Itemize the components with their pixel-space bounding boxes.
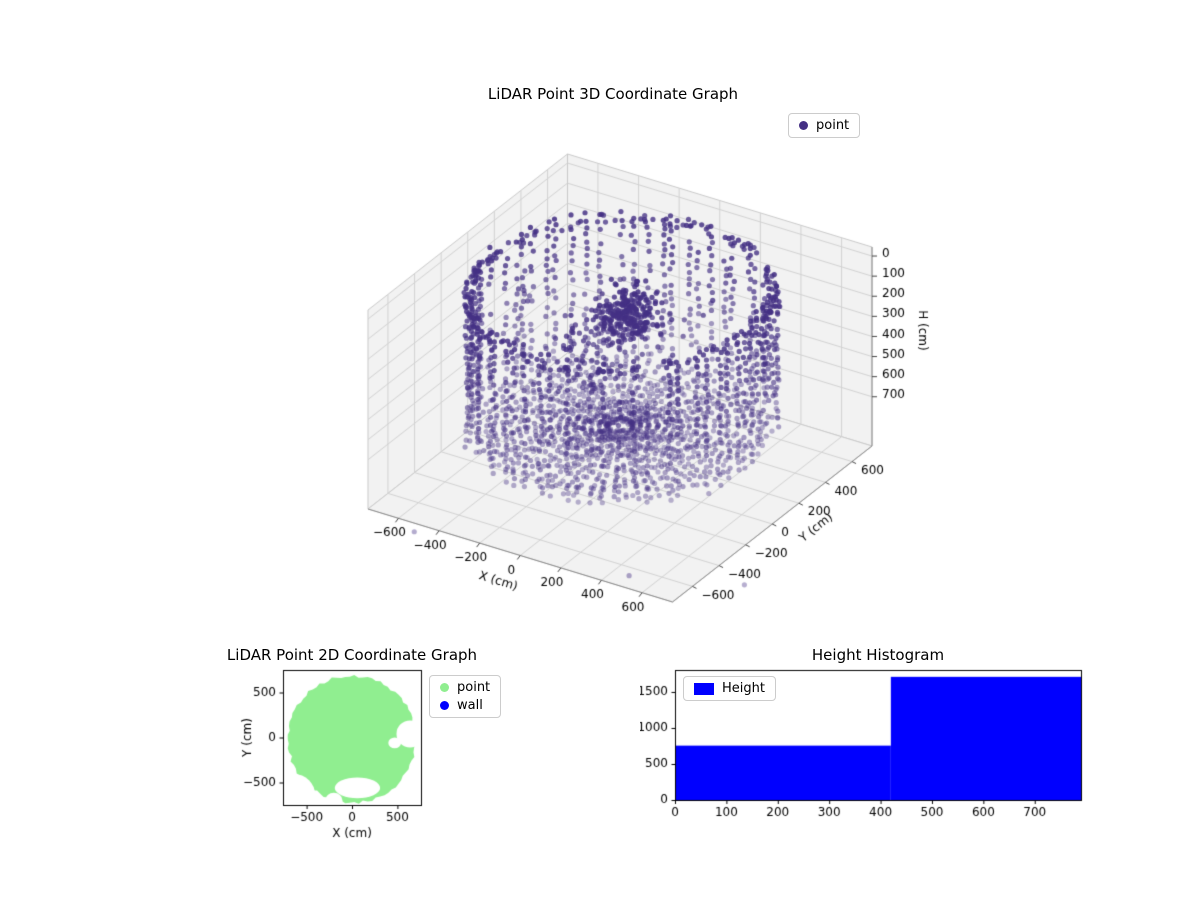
height-swatch-icon — [694, 682, 714, 695]
scatter2d-legend: point wall — [429, 675, 502, 718]
legend-label-point-2d: point — [457, 680, 491, 695]
histogram-legend: Height — [683, 676, 776, 701]
legend-item-point-3d: point — [799, 118, 849, 133]
scatter3d-legend: point — [788, 113, 861, 138]
histogram-title: Height Histogram — [811, 646, 945, 664]
legend-label-wall-2d: wall — [457, 698, 483, 713]
point-marker-icon — [440, 683, 449, 692]
point-marker-icon — [799, 121, 808, 130]
legend-label-height: Height — [722, 681, 765, 696]
legend-label-point-3d: point — [816, 118, 850, 133]
scatter2d-title: LiDAR Point 2D Coordinate Graph — [226, 646, 478, 664]
legend-item-point-2d: point — [440, 680, 490, 695]
legend-item-height: Height — [694, 681, 765, 696]
scatter3d-canvas — [300, 80, 980, 650]
legend-item-wall-2d: wall — [440, 698, 490, 713]
wall-marker-icon — [440, 701, 449, 710]
